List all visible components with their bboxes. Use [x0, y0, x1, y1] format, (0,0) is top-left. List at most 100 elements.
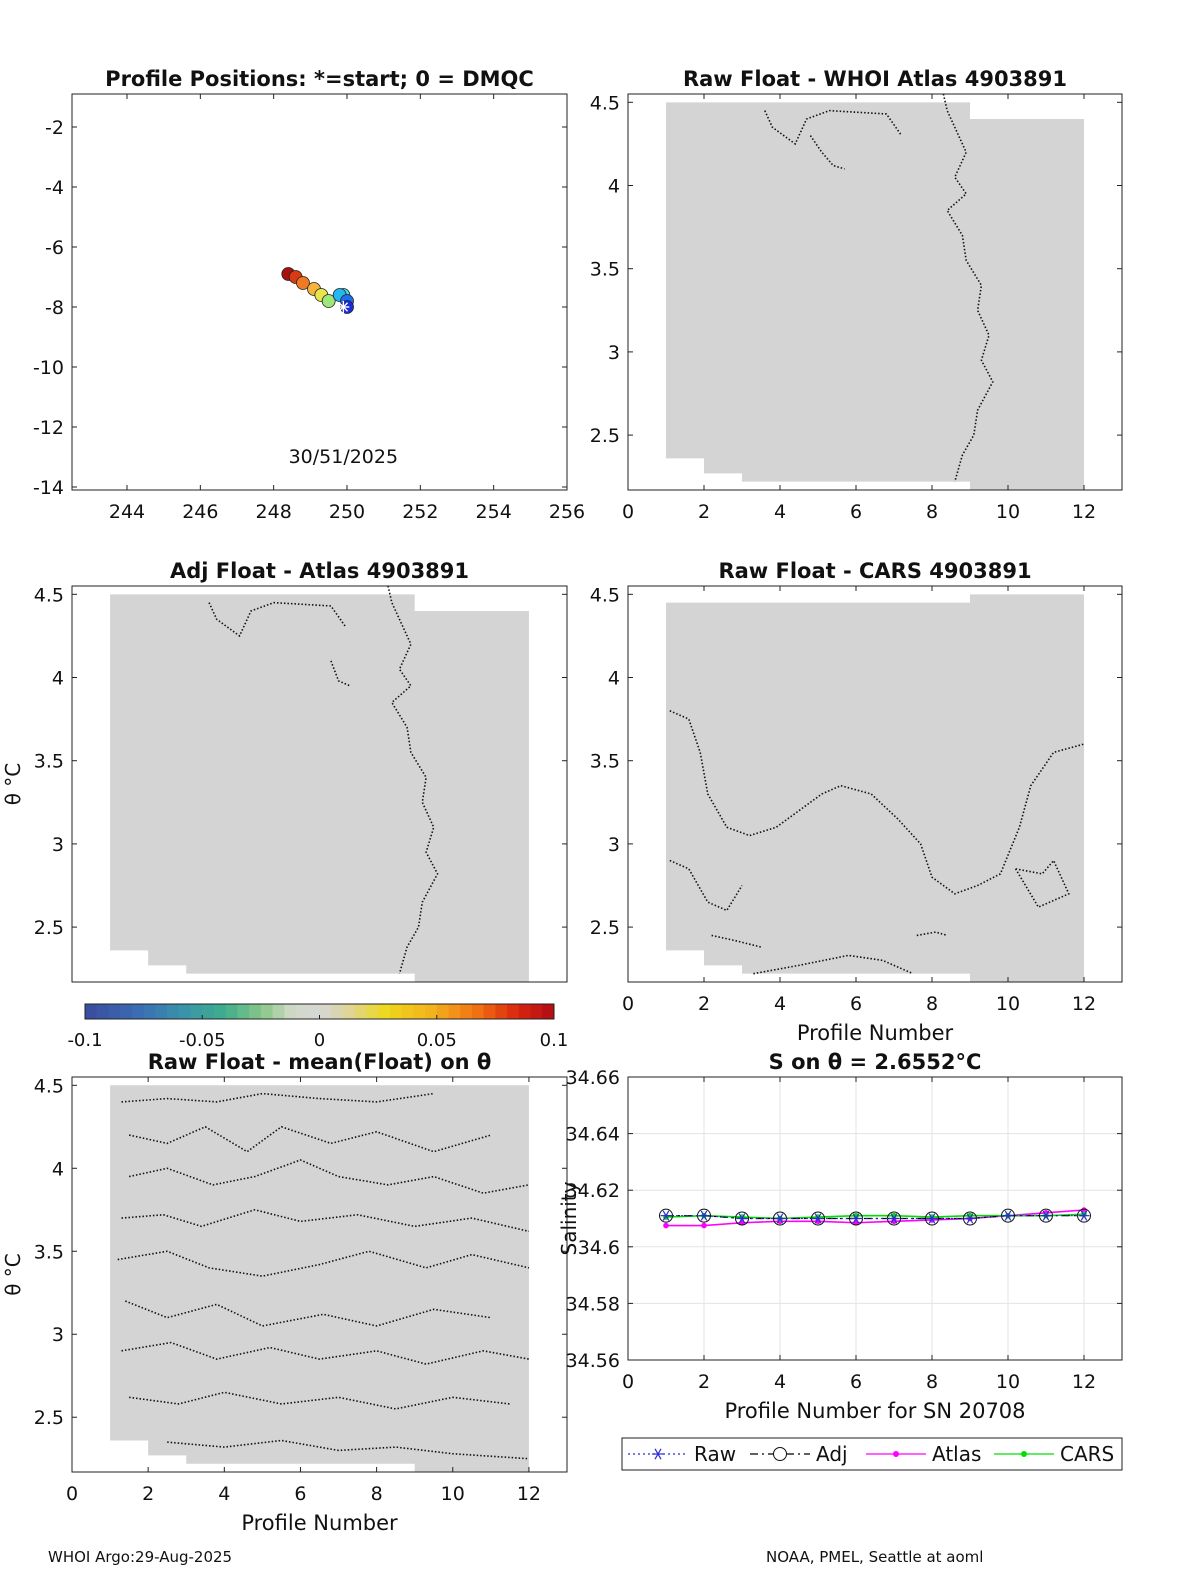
- colorbar-cell: [155, 1004, 168, 1019]
- contour-line: [387, 585, 439, 974]
- x-tick-label: 0: [622, 1371, 634, 1393]
- x-tick-label: 0: [66, 1483, 78, 1505]
- colorbar-tick-label: -0.05: [179, 1030, 226, 1051]
- axes-box: [71, 93, 568, 491]
- data-point-stroke: [776, 1213, 784, 1224]
- y-axis-label: θ °C: [1, 763, 25, 806]
- colorbar-cell: [413, 1004, 426, 1019]
- footer-left: WHOI Argo:29-Aug-2025: [48, 1548, 233, 1566]
- legend-item-raw: Raw: [628, 1442, 736, 1466]
- legend-marker: [893, 1451, 899, 1457]
- x-tick-label: 8: [371, 1483, 383, 1505]
- heatmap-raw-cars: [666, 594, 1085, 982]
- y-tick-label: 3.5: [34, 1241, 64, 1263]
- position-marker: [296, 276, 310, 290]
- colorbar-cell: [331, 1004, 344, 1019]
- y-tick-label: 4: [52, 1158, 64, 1180]
- series-raw: [660, 1210, 1090, 1224]
- colorbar-cell: [436, 1004, 449, 1019]
- colorbar-cell: [237, 1004, 250, 1019]
- axes-box: [627, 93, 1123, 491]
- colorbar-cell: [542, 1004, 555, 1019]
- data-point-stroke: [890, 1213, 898, 1224]
- series-cars: [663, 1211, 1087, 1222]
- colorbar-cell: [378, 1004, 391, 1019]
- colorbar: -0.1 -0.05 0 0.05 0.1: [67, 1003, 568, 1051]
- colorbar-cell: [213, 1004, 227, 1019]
- y-tick-label: 3.5: [590, 751, 620, 773]
- x-tick-label: 4: [774, 993, 786, 1015]
- legend-marker: [773, 1447, 787, 1461]
- colorbar-tick-label: 0: [314, 1030, 325, 1051]
- data-point: [926, 1213, 938, 1224]
- x-tick-label: 2: [142, 1483, 154, 1505]
- contour-line: [129, 1391, 510, 1410]
- x-tick-label: 12: [517, 1483, 541, 1505]
- y-tick-label: 34.62: [566, 1180, 620, 1202]
- data-point: [698, 1210, 710, 1221]
- data-point-stroke: [1042, 1210, 1050, 1221]
- colorbar-cell: [483, 1004, 496, 1019]
- data-point-stroke: [662, 1210, 670, 1221]
- legend-label: Atlas: [932, 1442, 981, 1466]
- axes-raw-mean: 0 2 4 6 8 10 12 2.5 3 3.5 4 4.5 Raw Float - mean(Flo…: [1, 1050, 568, 1535]
- y-axis-label: Salinity: [557, 1181, 581, 1255]
- data-point-stroke: [966, 1213, 974, 1224]
- axes-box: [71, 1076, 568, 1473]
- colorbar-cell: [342, 1004, 356, 1019]
- colorbar-cell: [530, 1004, 543, 1019]
- contour-line: [330, 660, 351, 687]
- x-tick-label: 250: [329, 501, 365, 523]
- data-point-stroke: [814, 1213, 822, 1224]
- data-point: [701, 1222, 707, 1229]
- data-point: [1078, 1210, 1090, 1221]
- x-tick-label: 8: [926, 501, 938, 523]
- contour-line: [125, 1300, 491, 1327]
- colorbar-cell: [131, 1004, 145, 1019]
- colorbar-cell: [143, 1004, 156, 1019]
- colorbar-cell: [108, 1004, 121, 1019]
- colorbar-cell: [401, 1004, 414, 1019]
- colorbar-cell: [296, 1004, 309, 1019]
- series-line: [666, 1209, 1085, 1227]
- x-tick-label: 2: [698, 501, 710, 523]
- chart-title: Raw Float - CARS 4903891: [718, 559, 1031, 583]
- colorbar-cell: [448, 1004, 461, 1019]
- colorbar-cell: [178, 1004, 192, 1019]
- x-tick-label: 4: [218, 1483, 230, 1505]
- colorbar-cell: [471, 1004, 485, 1019]
- legend-label: CARS: [1060, 1442, 1114, 1466]
- y-tick-label: 4: [608, 668, 620, 690]
- data-point-stroke: [852, 1213, 860, 1224]
- x-tick-label: 10: [441, 1483, 465, 1505]
- legend-label: Adj: [816, 1442, 848, 1466]
- contour-line: [121, 1341, 530, 1365]
- heatmap-field: [110, 1085, 529, 1472]
- axes-raw-cars: 0 2 4 6 8 10 12 2.5 3 3.5 4 4.5 Raw Float - CARS 490…: [590, 559, 1123, 1045]
- legend-marker: [654, 1448, 662, 1460]
- data-point: [774, 1213, 786, 1224]
- x-tick-label: 0: [622, 501, 634, 523]
- data-point: [964, 1213, 976, 1224]
- y-tick-label: 34.64: [566, 1124, 620, 1146]
- heatmap-raw-mean: [110, 1085, 530, 1472]
- y-tick-label: 4: [52, 668, 64, 690]
- y-tick-label: -14: [33, 477, 64, 499]
- contour-line: [128, 1125, 492, 1153]
- y-tick-label: 2.5: [590, 917, 620, 939]
- x-tick-label: 8: [926, 1371, 938, 1393]
- data-point: [736, 1213, 748, 1224]
- y-tick-label: 3: [608, 342, 620, 364]
- colorbar-tick-label: 0.05: [417, 1030, 457, 1051]
- contour-line: [121, 1092, 434, 1103]
- data-point: [812, 1213, 824, 1224]
- x-tick-label: 0: [622, 993, 634, 1015]
- colorbar-cell: [366, 1004, 379, 1019]
- contour-line: [711, 934, 762, 948]
- axes-positions: 244 246 248 250 252 254 256 -2 -4 -6 -8 -10 -12 -14 Pr…: [33, 67, 585, 523]
- x-tick-label: 256: [549, 501, 585, 523]
- x-tick-label: 6: [850, 1371, 862, 1393]
- x-tick-label: 252: [402, 501, 438, 523]
- colorbar-cell: [307, 1004, 320, 1019]
